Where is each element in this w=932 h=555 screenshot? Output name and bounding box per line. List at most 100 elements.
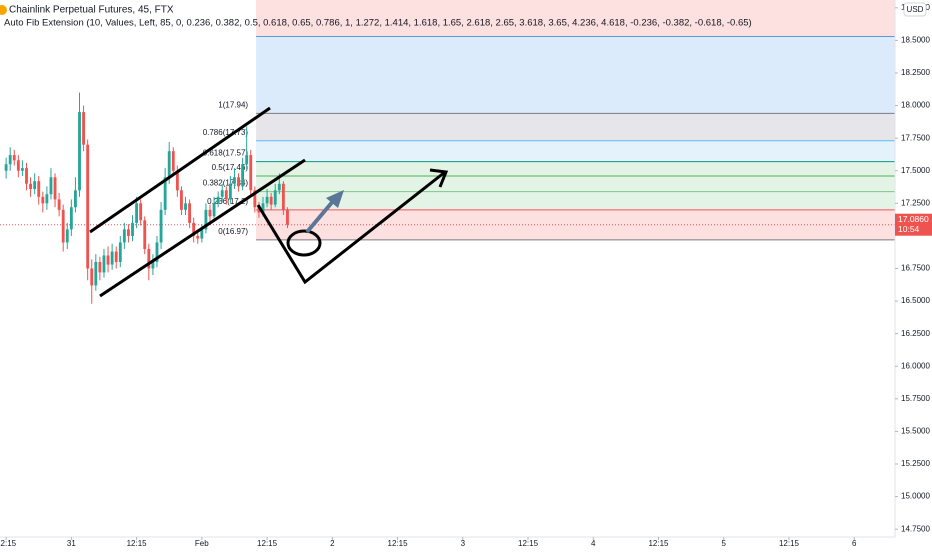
candle-body [49, 177, 53, 195]
candle-body [204, 209, 208, 230]
y-tick-label: 16.2500 [901, 329, 930, 338]
fib-label: 0.786(17.73) [203, 128, 249, 137]
fib-zone [256, 36, 895, 114]
chart-title: Chainlink Perpetual Futures, 45, FTX [9, 5, 174, 16]
candle-body [167, 151, 171, 178]
candle-body [192, 222, 196, 236]
candle-body [102, 255, 106, 273]
path-line [256, 170, 446, 285]
candle-body [118, 242, 122, 262]
candle-body [20, 168, 24, 171]
candle-body [61, 209, 65, 243]
candle-body [163, 177, 167, 210]
candle-body [135, 203, 139, 223]
circle [286, 229, 322, 257]
candle-body [200, 229, 204, 239]
candle-body [261, 203, 265, 213]
candle-body [151, 261, 155, 269]
fib-label: 0.236(17.2) [207, 197, 248, 206]
y-tick-label: 14.7500 [901, 524, 930, 533]
fib-label: 0.382(17.34) [203, 179, 249, 188]
candle-body [245, 155, 249, 165]
candle-body [208, 209, 212, 217]
candle-body [228, 183, 232, 200]
candle-body [171, 151, 175, 171]
fib-label: 1(17.94) [218, 101, 248, 110]
candle-body [249, 155, 253, 191]
candle-body [139, 203, 143, 221]
y-tick-label: 15.5000 [901, 427, 930, 436]
candle-body [53, 177, 57, 200]
candle-body [253, 190, 257, 208]
countdown-label: 10:54 [898, 224, 920, 234]
candle-body [41, 196, 45, 204]
candle-body [29, 183, 33, 189]
last-price-badge [895, 213, 932, 236]
candle-body [233, 177, 236, 184]
candle-body [82, 112, 86, 145]
y-tick-label: 18.2500 [901, 68, 930, 77]
price-axis [895, 0, 932, 550]
fib-zone [256, 0, 895, 37]
x-tick-label: 2 [330, 539, 335, 548]
candle-body [257, 207, 261, 213]
candle-body [273, 190, 277, 205]
candle-body [220, 190, 224, 197]
axes: 18.750018.500018.250018.000017.750017.50… [0, 3, 932, 548]
indicator-legend: Auto Fib Extension (10, Values, Left, 85… [4, 18, 752, 29]
candle-body [188, 203, 192, 223]
currency-badge [903, 2, 927, 17]
candle-body [45, 194, 49, 204]
fib-zone [256, 191, 895, 210]
x-tick-label: 12:15 [257, 539, 278, 548]
candle-body [237, 177, 240, 187]
time-axis [0, 537, 932, 550]
x-tick-label: 3 [461, 539, 466, 548]
blue-arrow [305, 198, 336, 234]
candle-body [65, 229, 69, 243]
channel-line [99, 158, 306, 298]
fib-zone [256, 209, 895, 240]
y-tick-label: 17.5000 [901, 166, 930, 175]
fib-zones [256, 0, 895, 240]
candle-body [175, 170, 179, 191]
candle-body [277, 183, 281, 191]
candle-body [25, 168, 28, 184]
candle-body [281, 183, 285, 210]
candle-body [78, 112, 81, 191]
fib-label: 0.5(17.46) [212, 163, 249, 172]
candle-body [212, 203, 216, 217]
x-tick-label: 12:15 [648, 539, 669, 548]
y-tick-label: 16.5000 [901, 296, 930, 305]
candle-body [147, 248, 151, 269]
x-tick-label: 12:15 [779, 539, 800, 548]
fib-label: 0.618(17.57) [203, 149, 249, 158]
candle-body [241, 164, 245, 187]
candle-body [98, 261, 102, 273]
last-price-label: 17.0860 [898, 214, 929, 224]
drawings [89, 106, 449, 298]
candle-body [57, 199, 61, 210]
fib-zone [256, 113, 895, 141]
candle-body [155, 242, 159, 262]
candle-body [216, 196, 220, 204]
y-tick-label: 15.2500 [901, 459, 930, 468]
candle-body [184, 203, 187, 210]
candle-body [86, 144, 90, 269]
x-tick-label: 31 [67, 539, 76, 548]
y-tick-label: 16.7500 [901, 264, 930, 273]
x-tick-label: Feb [195, 539, 209, 548]
candle-body [269, 196, 273, 205]
candle-body [180, 190, 183, 210]
x-tick-label: 6 [852, 539, 857, 548]
candles [4, 92, 289, 304]
x-tick-label: 5 [722, 539, 727, 548]
candle-body [131, 222, 134, 236]
fib-zone [256, 140, 895, 162]
x-tick-label: 4 [591, 539, 596, 548]
candle-body [16, 160, 20, 171]
candle-body [33, 181, 37, 189]
y-tick-label: 15.7500 [901, 394, 930, 403]
candle-body [122, 229, 126, 243]
